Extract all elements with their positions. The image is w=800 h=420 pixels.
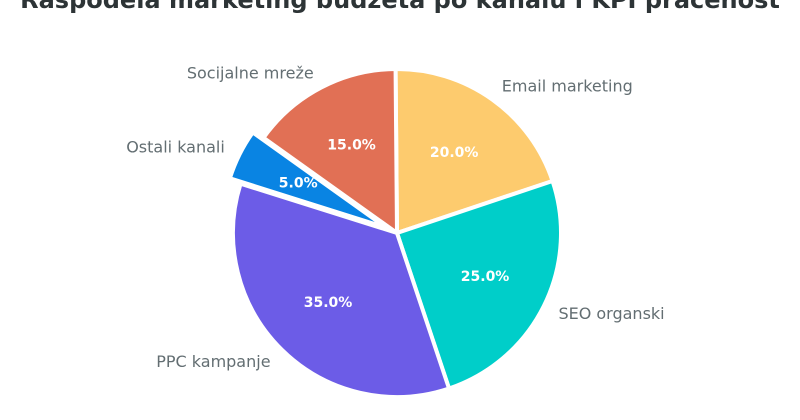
pie-slice-3 (231, 181, 452, 399)
slice-category-label: Ostali kanali (126, 138, 225, 157)
pie-slice-4 (227, 130, 389, 230)
slice-percent-label: 20.0% (430, 145, 479, 161)
slice-category-label: PPC kampanje (156, 352, 270, 371)
pie-slice-2 (395, 178, 563, 391)
slice-percent-label: 35.0% (304, 295, 353, 311)
slice-percent-label: 15.0% (327, 138, 376, 154)
slice-category-label: Socijalne mreže (187, 63, 314, 82)
slice-percent-label: 25.0% (461, 269, 510, 285)
slice-category-label: SEO organski (558, 304, 664, 323)
slice-percent-label: 5.0% (279, 176, 318, 192)
chart-title: Raspodela marketing budžeta po kanalu i … (20, 0, 780, 14)
slice-category-label: Email marketing (502, 77, 633, 96)
pie-slice-5 (261, 67, 399, 235)
